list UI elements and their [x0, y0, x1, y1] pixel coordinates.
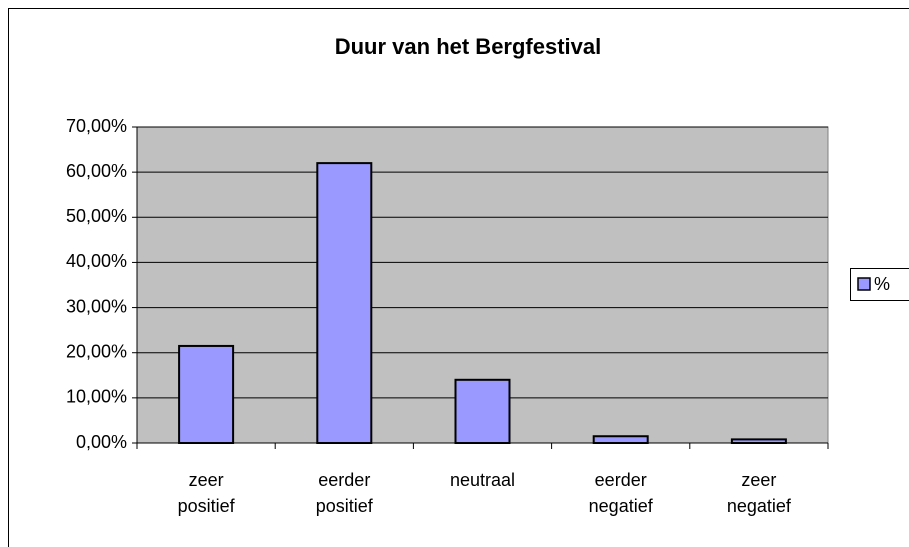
y-tick-label: 60,00% — [66, 161, 127, 181]
bar — [454, 378, 511, 444]
y-tick-label: 40,00% — [66, 251, 127, 271]
x-tick-label: eerder positief — [315, 470, 373, 516]
chart-title: Duur van het Bergfestival — [335, 34, 602, 59]
legend-swatch — [857, 277, 871, 291]
bar — [592, 435, 649, 445]
y-tick-label: 30,00% — [66, 296, 127, 316]
x-tick-label: zeer positief — [177, 470, 235, 516]
x-tick-label: eerder negatief — [588, 470, 653, 516]
bar — [316, 162, 373, 444]
y-tick-label: 70,00% — [66, 116, 127, 136]
y-tick-label: 0,00% — [76, 432, 127, 452]
y-tick-label: 50,00% — [66, 206, 127, 226]
x-tick-label: zeer negatief — [726, 470, 791, 516]
bar — [178, 344, 235, 445]
legend-label: % — [874, 274, 890, 294]
bar — [730, 438, 787, 445]
x-tick-label: neutraal — [449, 470, 516, 490]
y-tick-label: 20,00% — [66, 341, 127, 361]
y-tick-label: 10,00% — [66, 387, 127, 407]
